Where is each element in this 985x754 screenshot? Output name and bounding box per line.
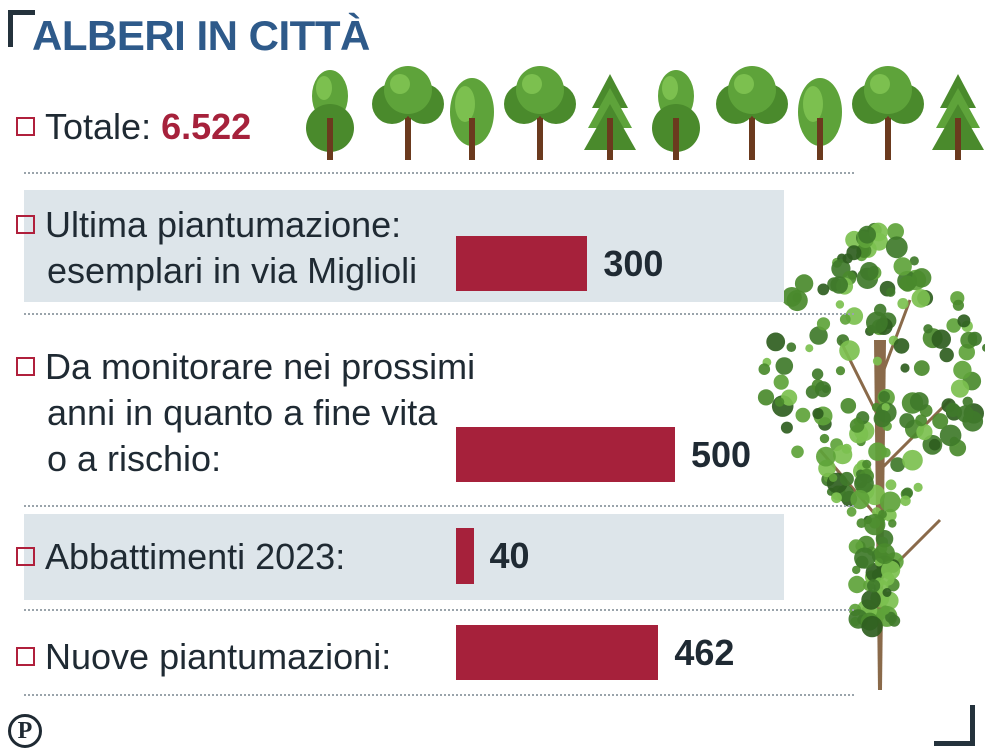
broad-tree-icon xyxy=(372,66,444,160)
large-tree-icon xyxy=(757,222,985,690)
total-value: 6.522 xyxy=(161,106,252,147)
category-label-line: o a rischio: xyxy=(47,438,222,479)
pine-tree-icon xyxy=(932,74,984,160)
category-label-4: Nuove piantumazioni: xyxy=(16,634,391,680)
category-label-1: Ultima piantumazione: esemplari in via Mi… xyxy=(16,202,417,294)
round-tree-icon xyxy=(652,70,700,160)
total-label: Totale: xyxy=(45,106,152,147)
chart-title: ALBERI IN CITTÀ xyxy=(32,12,370,59)
bar xyxy=(456,528,474,584)
separator xyxy=(24,609,854,611)
separator xyxy=(24,313,854,315)
broad-tree-icon xyxy=(504,66,576,160)
bar xyxy=(456,236,588,291)
bar-value-label: 300 xyxy=(603,243,664,284)
checkbox-icon xyxy=(16,646,35,666)
broad-tree-icon xyxy=(852,66,924,160)
checkbox-icon xyxy=(16,546,35,566)
category-label-line: anni in quanto a fine vita xyxy=(47,392,438,433)
bar-value-label: 40 xyxy=(489,535,530,576)
broad-tree-icon xyxy=(716,66,788,160)
checkbox-icon xyxy=(16,116,35,136)
bar-value-label: 500 xyxy=(691,434,752,475)
publisher-logo: P xyxy=(8,714,42,748)
category-label-line: Nuove piantumazioni: xyxy=(45,636,392,677)
oval-tree-icon xyxy=(450,78,494,160)
category-label-line: Da monitorare nei prossimi xyxy=(45,346,476,387)
total-row: Totale: 6.522 xyxy=(16,104,251,150)
oval-tree-icon xyxy=(798,78,842,160)
separator xyxy=(24,505,854,507)
bar-value-label: 462 xyxy=(674,632,735,673)
pine-tree-icon xyxy=(584,74,636,160)
category-label-3: Abbattimenti 2023: xyxy=(16,534,345,580)
row-band-3 xyxy=(24,514,784,600)
category-label-line: Abbattimenti 2023: xyxy=(45,536,346,577)
checkbox-icon xyxy=(16,214,35,234)
separator xyxy=(24,172,854,174)
row-band-1 xyxy=(24,190,784,302)
corner-bracket-top-left xyxy=(8,10,35,47)
corner-bracket-bottom-right xyxy=(934,705,975,746)
bar xyxy=(456,427,675,482)
separator xyxy=(24,694,854,696)
category-label-2: Da monitorare nei prossimi anni in quanto… xyxy=(16,344,475,482)
category-label-line: Ultima piantumazione: xyxy=(45,204,402,245)
checkbox-icon xyxy=(16,356,35,376)
category-label-line: esemplari in via Miglioli xyxy=(47,250,418,291)
bar xyxy=(456,625,659,680)
round-tree-icon xyxy=(306,70,354,160)
